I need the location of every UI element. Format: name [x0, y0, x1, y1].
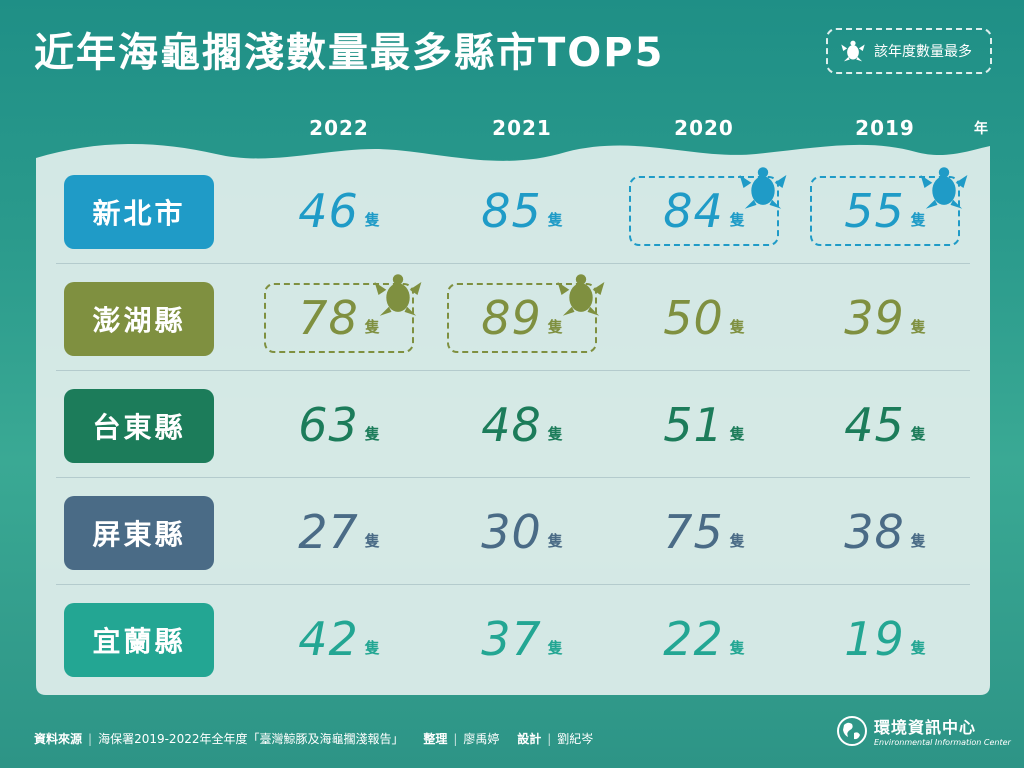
value-number: 19 [844, 612, 905, 666]
year-header-0: 2022 [309, 116, 369, 140]
value-unit: 隻 [910, 317, 926, 336]
max-value-cell: 78 隻 [264, 274, 422, 353]
value-cell: 42 隻 [264, 604, 414, 674]
value-unit: 隻 [364, 317, 380, 336]
turtle-icon [841, 40, 865, 62]
source-label: 資料來源 [34, 732, 83, 746]
legend: 該年度數量最多 [826, 28, 992, 74]
value-cell: 19 隻 [810, 604, 960, 674]
value-cell: 85 隻 [447, 176, 597, 246]
county-label: 屏東縣 [64, 496, 214, 570]
county-label: 宜蘭縣 [64, 603, 214, 677]
row-divider [56, 370, 970, 371]
value-unit: 隻 [729, 317, 745, 336]
table-row: 屏東縣 27 隻 30 隻 75 隻 38 隻 [36, 479, 990, 585]
value-number: 78 [298, 291, 359, 345]
value-unit: 隻 [729, 424, 745, 443]
value-number: 89 [481, 291, 542, 345]
value-number: 46 [298, 184, 359, 238]
value-number: 38 [844, 505, 905, 559]
max-value-cell: 89 隻 [447, 274, 605, 353]
value-number: 85 [481, 184, 542, 238]
county-label: 澎湖縣 [64, 282, 214, 356]
turtle-icon [374, 274, 422, 316]
brand: 環境資訊中心 Environmental Information Center [836, 714, 1011, 747]
globe-logo-icon [837, 715, 867, 746]
value-number: 30 [481, 505, 542, 559]
value-cell: 22 隻 [629, 604, 779, 674]
value-number: 75 [663, 505, 724, 559]
value-unit: 隻 [364, 638, 380, 657]
value-unit: 隻 [547, 317, 563, 336]
table-panel: 新北市 46 隻 85 隻 84 隻 55 隻澎湖縣 78 隻 89 隻 50 隻 39 隻台東縣 63 隻 48 隻 5… [36, 140, 990, 695]
value-cell: 37 隻 [447, 604, 597, 674]
table-row: 新北市 46 隻 85 隻 84 隻 55 隻 [36, 158, 990, 264]
turtle-icon [739, 167, 787, 209]
design-label: 設計 [517, 732, 542, 746]
brand-name-en: Environmental Information Center [874, 738, 1011, 747]
year-header-2: 2020 [674, 116, 734, 140]
year-header-1: 2021 [492, 116, 552, 140]
row-divider [56, 584, 970, 585]
value-cell: 46 隻 [264, 176, 414, 246]
table-row: 澎湖縣 78 隻 89 隻 50 隻 39 隻 [36, 265, 990, 371]
value-number: 39 [844, 291, 905, 345]
brand-name-cn: 環境資訊中心 [874, 718, 977, 737]
designer-name: 劉紀岑 [557, 732, 594, 746]
row-divider [56, 477, 970, 478]
turtle-icon [557, 274, 605, 316]
value-cell: 75 隻 [629, 497, 779, 567]
value-cell: 30 隻 [447, 497, 597, 567]
value-number: 22 [663, 612, 724, 666]
value-number: 55 [844, 184, 905, 238]
value-cell: 63 隻 [264, 390, 414, 460]
max-value-cell: 55 隻 [810, 167, 968, 246]
value-cell: 50 隻 [629, 283, 779, 353]
row-divider [56, 263, 970, 264]
county-label: 新北市 [64, 175, 214, 249]
county-label: 台東縣 [64, 389, 214, 463]
value-number: 50 [663, 291, 724, 345]
value-cell: 27 隻 [264, 497, 414, 567]
value-unit: 隻 [547, 531, 563, 550]
value-number: 84 [663, 184, 724, 238]
value-cell: 39 隻 [810, 283, 960, 353]
value-unit: 隻 [910, 531, 926, 550]
footer: 資料來源 | 海保署2019-2022年全年度「臺灣鯨豚及海龜擱淺報告」 整理 | 廖禹… [34, 732, 594, 746]
value-unit: 隻 [729, 210, 745, 229]
table-row: 台東縣 63 隻 48 隻 51 隻 45 隻 [36, 372, 990, 478]
year-header-3: 2019 [855, 116, 915, 140]
table-row: 宜蘭縣 42 隻 37 隻 22 隻 19 隻 [36, 586, 990, 692]
value-number: 48 [481, 398, 542, 452]
value-unit: 隻 [364, 210, 380, 229]
value-number: 45 [844, 398, 905, 452]
value-unit: 隻 [364, 531, 380, 550]
legend-label: 該年度數量最多 [874, 44, 972, 60]
value-number: 63 [298, 398, 359, 452]
value-number: 51 [663, 398, 724, 452]
value-unit: 隻 [729, 638, 745, 657]
editor-label: 整理 [423, 732, 448, 746]
value-unit: 隻 [729, 531, 745, 550]
year-unit: 年 [974, 121, 988, 137]
value-unit: 隻 [910, 210, 926, 229]
page-title: 近年海龜擱淺數量最多縣市TOP5 [34, 30, 665, 76]
value-number: 27 [298, 505, 359, 559]
value-number: 42 [298, 612, 359, 666]
source-text: 海保署2019-2022年全年度「臺灣鯨豚及海龜擱淺報告」 [98, 732, 404, 746]
value-unit: 隻 [547, 638, 563, 657]
value-unit: 隻 [364, 424, 380, 443]
value-cell: 51 隻 [629, 390, 779, 460]
value-unit: 隻 [547, 210, 563, 229]
value-cell: 48 隻 [447, 390, 597, 460]
value-cell: 38 隻 [810, 497, 960, 567]
value-number: 37 [481, 612, 542, 666]
turtle-icon [920, 167, 968, 209]
value-unit: 隻 [910, 638, 926, 657]
editor-name: 廖禹婷 [463, 732, 500, 746]
value-cell: 45 隻 [810, 390, 960, 460]
value-unit: 隻 [547, 424, 563, 443]
value-unit: 隻 [910, 424, 926, 443]
max-value-cell: 84 隻 [629, 167, 787, 246]
